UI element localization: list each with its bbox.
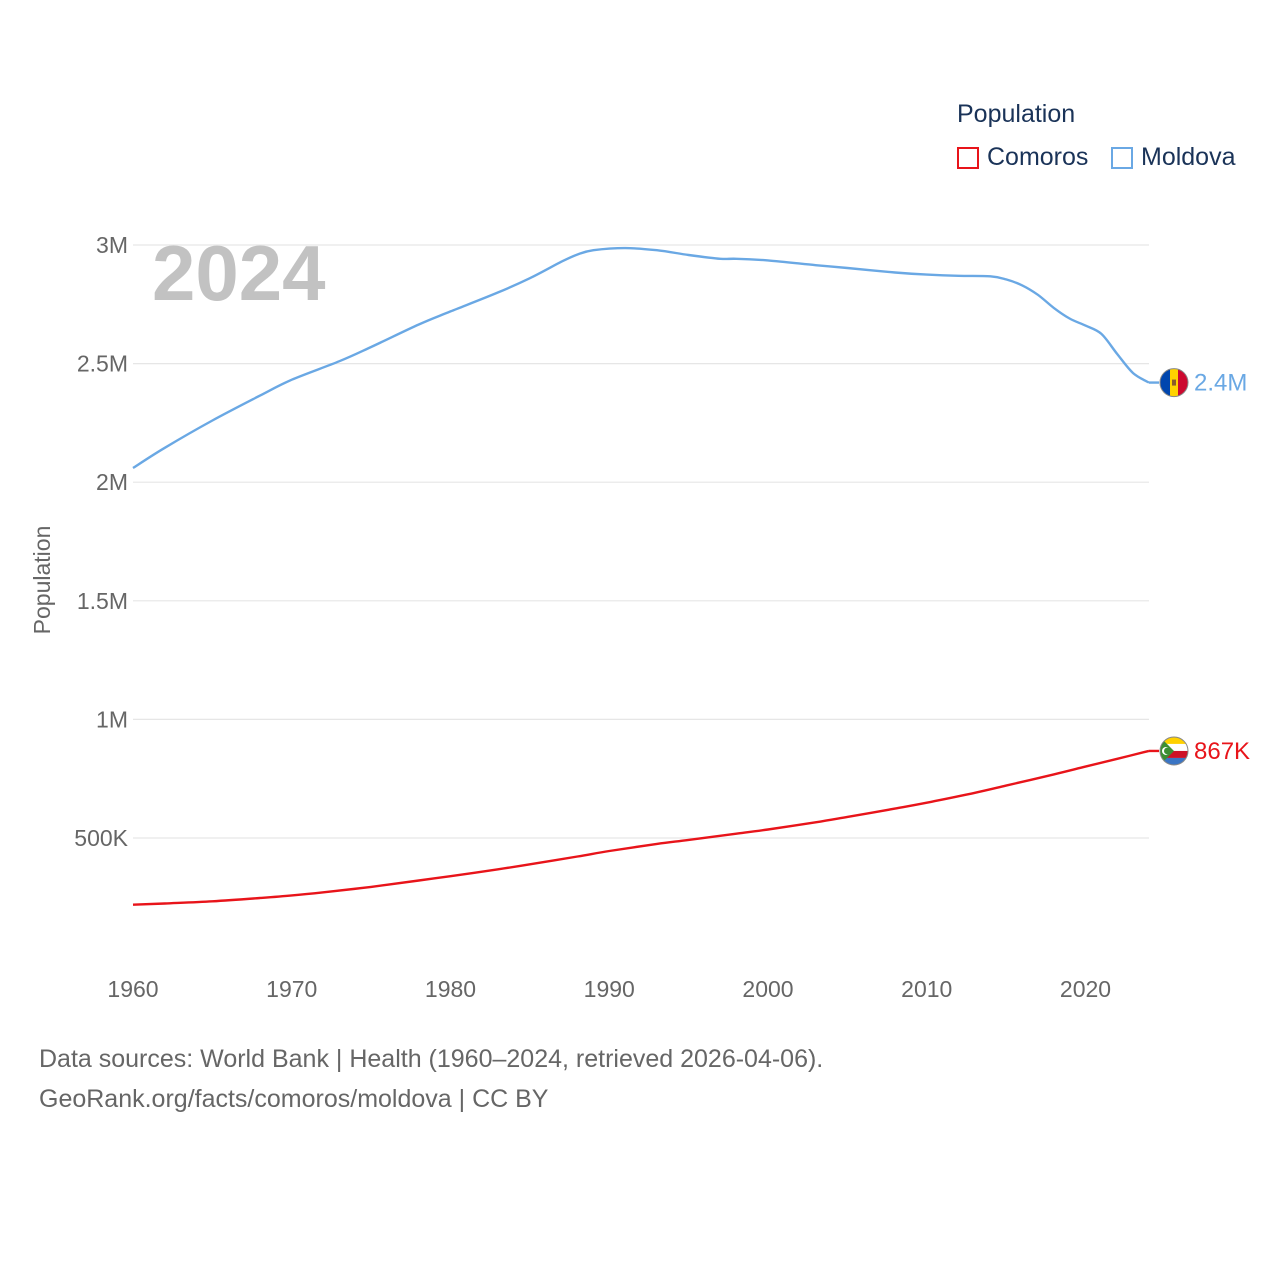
series-lines [132,246,1150,906]
end-label-comoros: 867K [1194,738,1250,765]
legend-item-comoros[interactable]: Comoros [957,143,1088,172]
x-axis-ticks: 1960 1970 1980 1990 2000 2010 2020 [107,976,1111,1002]
x-tick-label: 1990 [584,976,635,1002]
data-source-note: Data sources: World Bank | Health (1960–… [39,1045,824,1073]
y-tick-label: 2.5M [77,351,128,377]
legend-label-comoros: Comoros [987,143,1089,171]
y-axis-label: Population [29,526,55,635]
credit-link[interactable]: GeoRank.org/facts/comoros/moldova | CC B… [39,1085,549,1113]
y-tick-label: 3M [96,232,128,258]
year-watermark: 2024 [152,229,326,317]
y-axis-ticks: 500K 1M 1.5M 2M 2.5M 3M [74,232,128,851]
comoros-flag-icon [1159,736,1189,766]
x-tick-label: 2010 [901,976,952,1002]
series-line-comoros [132,749,1150,906]
x-tick-label: 1970 [266,976,317,1002]
legend-swatch-comoros [957,146,979,169]
x-tick-label: 1980 [425,976,476,1002]
end-label-moldova: 2.4M [1194,370,1247,397]
legend-item-moldova[interactable]: Moldova [1111,143,1236,172]
legend-swatch-moldova [1111,146,1133,169]
x-tick-label: 2000 [742,976,793,1002]
y-tick-label: 2M [96,469,128,495]
series-line-moldova [132,246,1150,470]
gridlines [133,244,1149,839]
legend-label-moldova: Moldova [1141,143,1236,171]
y-tick-label: 1.5M [77,588,128,614]
legend-title: Population [957,100,1076,128]
moldova-flag-icon [1159,368,1189,398]
y-tick-label: 1M [96,706,128,732]
x-tick-label: 2020 [1060,976,1111,1002]
y-tick-label: 500K [74,825,128,851]
end-labels: 867K 2.4M [1149,368,1250,766]
x-tick-label: 1960 [107,976,158,1002]
